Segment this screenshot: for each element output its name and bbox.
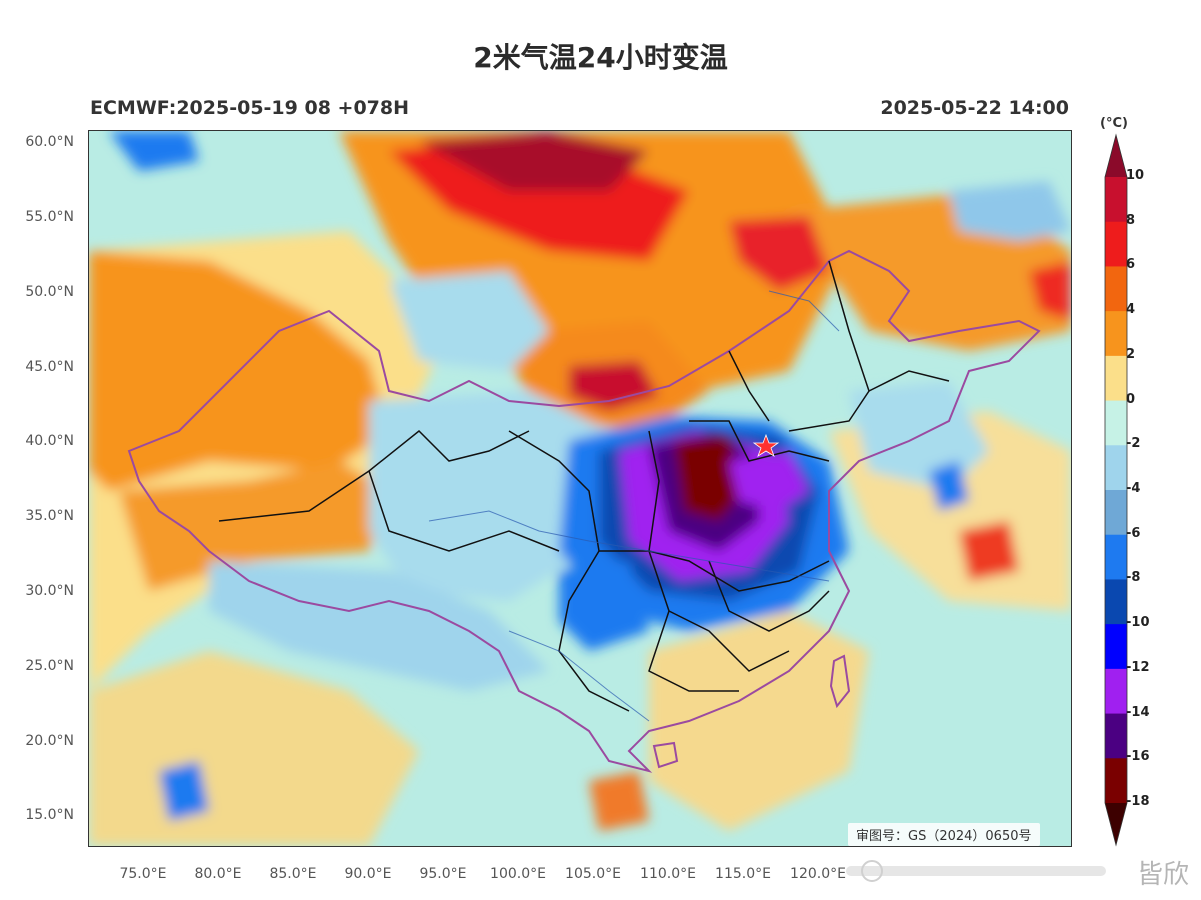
colorbar-tick-label: -18 (1126, 794, 1150, 809)
hainan-outline (652, 741, 679, 769)
colorbar-segment (1105, 177, 1127, 223)
colorbar (1104, 133, 1128, 847)
model-run-label: ECMWF:2025-05-19 08 +078H (90, 97, 410, 119)
colorbar-tick-label: -8 (1126, 570, 1141, 586)
colorbar-tick-label: 8 (1126, 212, 1136, 228)
colorbar-segment (1105, 713, 1127, 759)
colorbar-segment (1105, 400, 1127, 446)
colorbar-unit: (°C) (1100, 116, 1128, 131)
watermark-bar (846, 860, 1106, 882)
temperature-change-map (88, 130, 1072, 847)
lon-label-115: 115.0°E (715, 866, 771, 882)
colorbar-segment (1105, 579, 1127, 625)
colorbar-segment (1105, 490, 1127, 536)
colorbar-tick-label: 6 (1126, 257, 1136, 273)
colorbar-segment (1105, 311, 1127, 357)
red-star-icon (752, 433, 780, 457)
colorbar-tick-label: 4 (1126, 302, 1136, 318)
province-borders (218, 260, 950, 712)
colorbar-tick-label: -2 (1126, 436, 1141, 452)
lat-label-20: 20.0°N (25, 733, 74, 749)
colorbar-segment (1105, 534, 1127, 580)
colorbar-tick-label: -12 (1126, 659, 1150, 675)
colorbar-segment (1105, 445, 1127, 491)
lat-label-35: 35.0°N (25, 508, 74, 524)
lon-label-100: 100.0°E (490, 866, 546, 882)
lat-label-60: 60.0°N (25, 134, 74, 150)
colorbar-segment (1105, 668, 1127, 715)
lon-label-110: 110.0°E (640, 866, 696, 882)
colorbar-tick-label: 10 (1126, 168, 1145, 183)
lon-label-75: 75.0°E (119, 866, 167, 882)
lat-label-40: 40.0°N (25, 433, 74, 449)
colorbar-segment (1105, 758, 1127, 804)
colorbar-tick-label: -4 (1126, 481, 1141, 496)
colorbar-tick-label: -6 (1126, 525, 1141, 541)
lon-label-105: 105.0°E (565, 866, 621, 882)
lon-label-120: 120.0°E (790, 866, 846, 882)
lat-label-55: 55.0°N (25, 209, 74, 225)
lat-label-25: 25.0°N (25, 658, 74, 674)
temperature-field (89, 131, 1071, 846)
lat-label-45: 45.0°N (25, 359, 74, 375)
colorbar-segment (1105, 624, 1127, 670)
map-canvas (89, 131, 1071, 846)
country-border (127, 249, 1041, 773)
colorbar-tick-label: -14 (1126, 704, 1150, 720)
lat-label-15: 15.0°N (25, 807, 74, 823)
colorbar-tick-label: 2 (1126, 346, 1136, 362)
rivers (428, 290, 840, 722)
lon-label-80: 80.0°E (194, 866, 242, 882)
colorbar-outline (1104, 133, 1128, 847)
colorbar-top-arrow (1105, 135, 1127, 177)
lon-label-85: 85.0°E (269, 866, 317, 882)
watermark-text: 皆欣 (1136, 860, 1189, 890)
colorbar-bottom-arrow (1105, 803, 1127, 845)
colorbar-segment (1105, 266, 1127, 312)
colorbar-segment (1105, 355, 1127, 402)
lat-label-30: 30.0°N (25, 583, 74, 599)
map-approval-number: 审图号：GS（2024）0650号 (848, 823, 1040, 846)
colorbar-tick-label: -16 (1126, 749, 1150, 765)
lon-label-90: 90.0°E (344, 866, 392, 882)
map-title: 2米气温24小时变温 (473, 41, 728, 74)
colorbar-segment (1105, 221, 1127, 267)
lat-label-50: 50.0°N (25, 284, 74, 300)
colorbar-tick-label: 0 (1126, 391, 1136, 407)
taiwan-outline (829, 654, 851, 709)
colorbar-tick-label: -10 (1126, 615, 1150, 631)
lon-label-95: 95.0°E (419, 866, 467, 882)
valid-time-label: 2025-05-22 14:00 (880, 97, 1069, 119)
